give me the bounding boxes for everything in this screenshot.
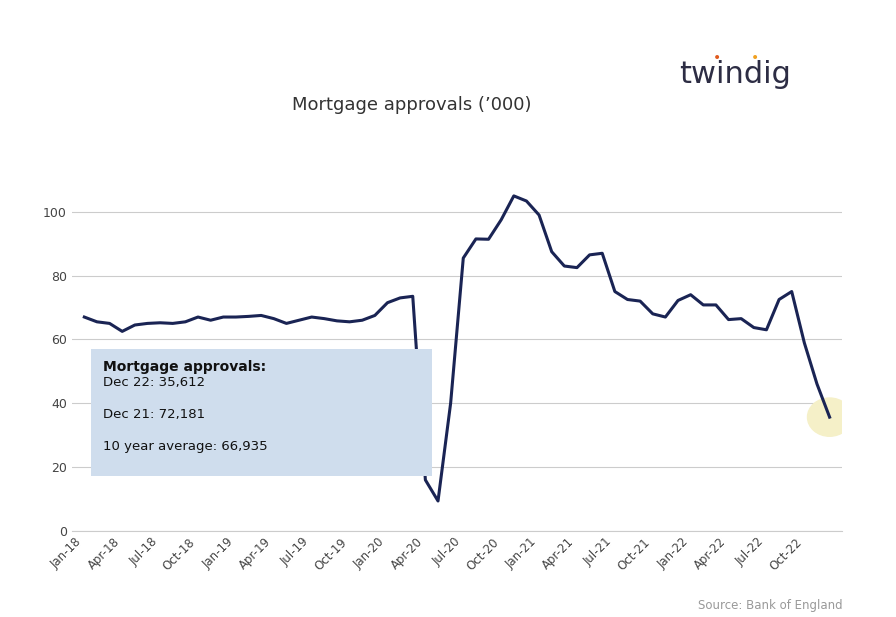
Text: •: • xyxy=(751,51,760,65)
Text: Source: Bank of England: Source: Bank of England xyxy=(698,600,842,613)
Text: twindig: twindig xyxy=(679,59,790,89)
Ellipse shape xyxy=(807,398,852,436)
Text: Mortgage approvals (’000): Mortgage approvals (’000) xyxy=(292,96,532,114)
Text: Dec 22: 35,612: Dec 22: 35,612 xyxy=(103,376,205,389)
Text: Dec 21: 72,181: Dec 21: 72,181 xyxy=(103,408,205,421)
Text: •: • xyxy=(712,51,721,65)
Text: 10 year average: 66,935: 10 year average: 66,935 xyxy=(103,440,268,453)
FancyBboxPatch shape xyxy=(90,349,432,476)
Text: Mortgage approvals:: Mortgage approvals: xyxy=(103,360,266,374)
